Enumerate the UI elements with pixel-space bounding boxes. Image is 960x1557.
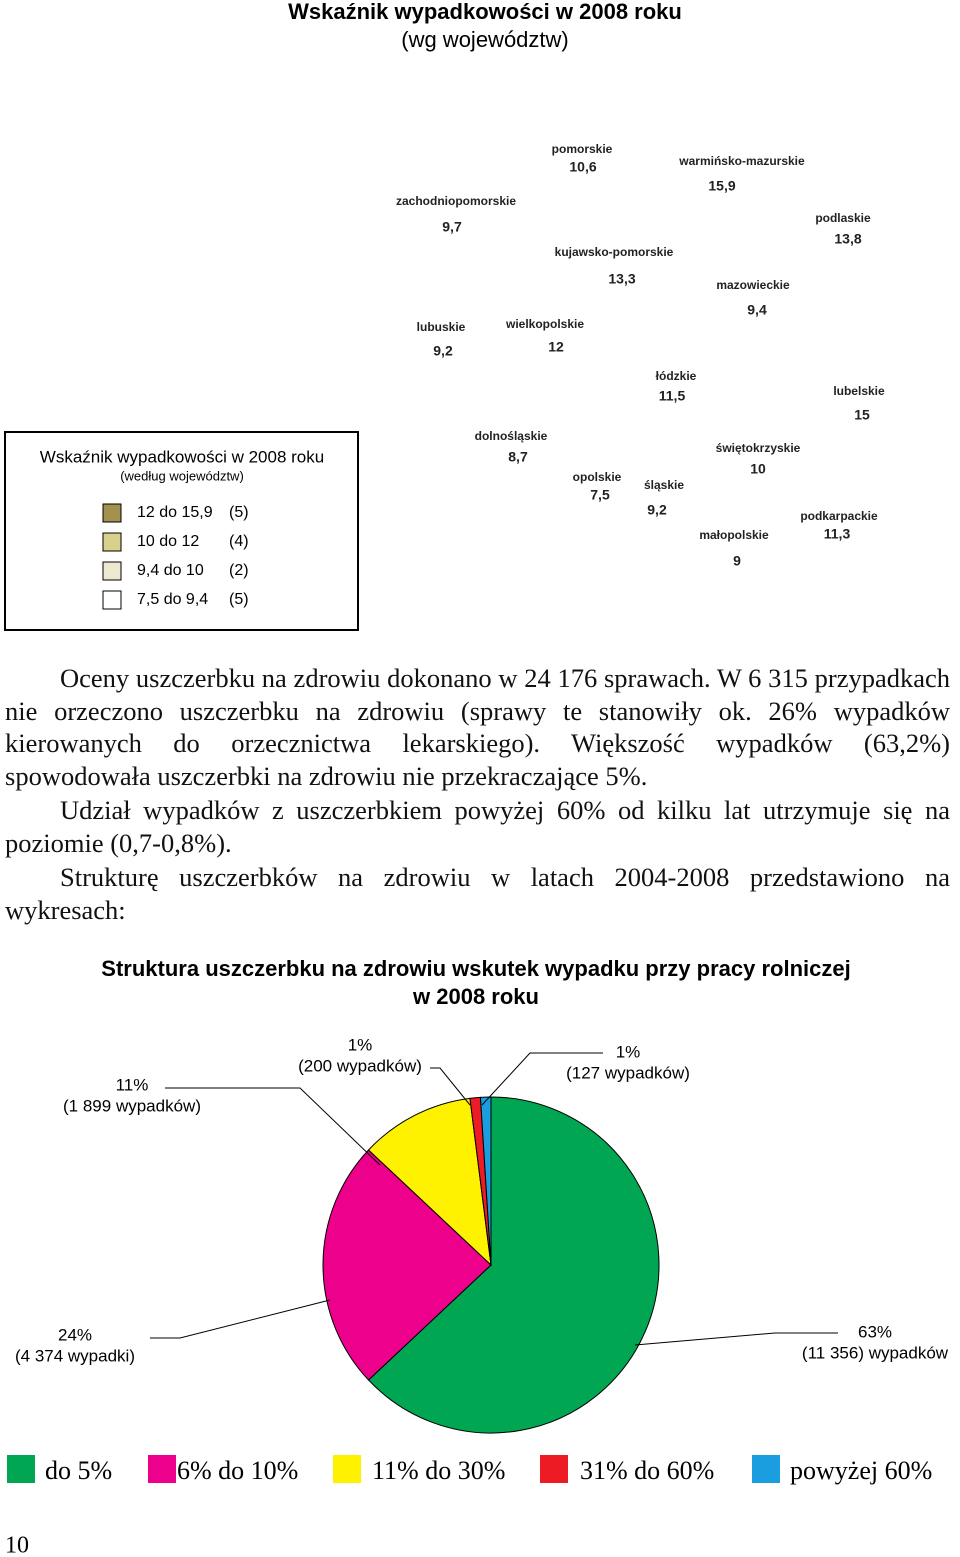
legend-count: (4) [229, 533, 249, 550]
legend-swatch [7, 1455, 35, 1483]
region-value: 8,7 [508, 449, 528, 465]
region-value: 13,8 [834, 231, 861, 247]
value-label: 1% [616, 1042, 641, 1061]
legend-count: (5) [229, 504, 249, 521]
legend-label: 6% do 10% [177, 1456, 298, 1485]
region-name: łódzkie [656, 369, 697, 383]
region-name: wielkopolskie [505, 317, 584, 331]
region-name: opolskie [573, 470, 622, 484]
region-name: lubuskie [417, 320, 466, 334]
legend-swatch [333, 1455, 361, 1483]
legend-count: (5) [229, 591, 249, 608]
paragraph: Udział wypadków z uszczerbkiem powyżej 6… [5, 795, 950, 858]
region-value: 11,3 [824, 526, 851, 542]
leader-line [430, 1067, 471, 1106]
legend-count: (2) [229, 562, 249, 579]
legend-label: 11% do 30% [372, 1456, 505, 1485]
count-label: (1 899 wypadków) [63, 1096, 201, 1115]
legend-label: do 5% [45, 1456, 112, 1485]
region-value: 10 [750, 461, 766, 477]
region-value: 10,6 [569, 159, 596, 175]
leader-line [634, 1332, 838, 1346]
value-label: 11% [116, 1075, 149, 1094]
region-name: dolnośląskie [475, 429, 548, 443]
region-value: 12 [548, 339, 564, 355]
region-name: podkarpackie [800, 509, 878, 523]
leader-line [150, 1299, 331, 1339]
paragraph: Strukturę uszczerbków na zdrowiu w latac… [5, 862, 950, 925]
count-label: (11 356) wypadków [802, 1343, 949, 1362]
map-subtitle: (wg województw) [401, 27, 569, 52]
count-label: (127 wypadków) [566, 1063, 690, 1082]
pie-slice [322, 1149, 492, 1381]
region-name: lubelskie [833, 384, 885, 398]
legend-swatch [102, 503, 122, 523]
legend-subtitle: (według województw) [120, 468, 244, 483]
value-label: 24% [58, 1325, 92, 1344]
legend-label: 9,4 do 10 [137, 562, 204, 579]
region-value: 9,2 [647, 502, 667, 518]
chart-title: Struktura uszczerbku na zdrowiu wskutek … [101, 956, 850, 981]
region-value: 15 [854, 407, 870, 423]
legend-title: Wskaźnik wypadkowości w 2008 roku [40, 447, 324, 466]
region-name: małopolskie [699, 528, 769, 542]
legend-swatch [540, 1455, 568, 1483]
region-value: 9,4 [747, 302, 767, 318]
legend-label: 12 do 15,9 [137, 504, 213, 521]
region-name: kujawsko-pomorskie [555, 245, 674, 259]
legend-label: 10 do 12 [137, 533, 199, 550]
region-name: mazowieckie [716, 278, 790, 292]
value-label: 1% [348, 1035, 373, 1054]
region-value: 13,3 [608, 271, 635, 287]
region-value: 9,7 [442, 219, 462, 235]
page-number: 10 [5, 1533, 29, 1557]
legend-swatch [148, 1455, 176, 1483]
leader-line [165, 1087, 381, 1166]
count-label: (200 wypadków) [298, 1056, 422, 1075]
region-value: 7,5 [590, 487, 610, 503]
map-title: Wskaźnik wypadkowości w 2008 roku [288, 0, 682, 24]
legend-box [4, 431, 359, 631]
pie-slice [479, 1096, 492, 1266]
legend-swatch [102, 590, 122, 610]
value-label: 63% [858, 1322, 892, 1341]
legend-label: 31% do 60% [580, 1456, 714, 1485]
chart-subtitle: w 2008 roku [412, 984, 539, 1009]
legend-label: powyżej 60% [790, 1456, 932, 1485]
region-value: 15,9 [708, 178, 735, 194]
legend-swatch [752, 1455, 780, 1483]
legend-label: 7,5 do 9,4 [137, 591, 208, 608]
paragraph: Oceny uszczerbku na zdrowiu dokonano w 2… [5, 663, 950, 791]
pie-slice [367, 1096, 660, 1434]
legend-swatch [102, 532, 122, 552]
region-name: zachodniopomorskie [396, 194, 516, 208]
leader-line [481, 1052, 603, 1106]
region-name: pomorskie [552, 142, 613, 156]
region-name: podlaskie [815, 211, 871, 225]
region-value: 9,2 [433, 343, 453, 359]
region-value: 11,5 [659, 388, 686, 404]
region-value: 9 [733, 553, 741, 569]
legend-swatch [102, 561, 122, 581]
region-name: śląskie [644, 478, 684, 492]
region-name: warmińsko-mazurskie [678, 154, 805, 168]
count-label: (4 374 wypadki) [15, 1346, 135, 1365]
region-name: świętokrzyskie [716, 441, 801, 455]
